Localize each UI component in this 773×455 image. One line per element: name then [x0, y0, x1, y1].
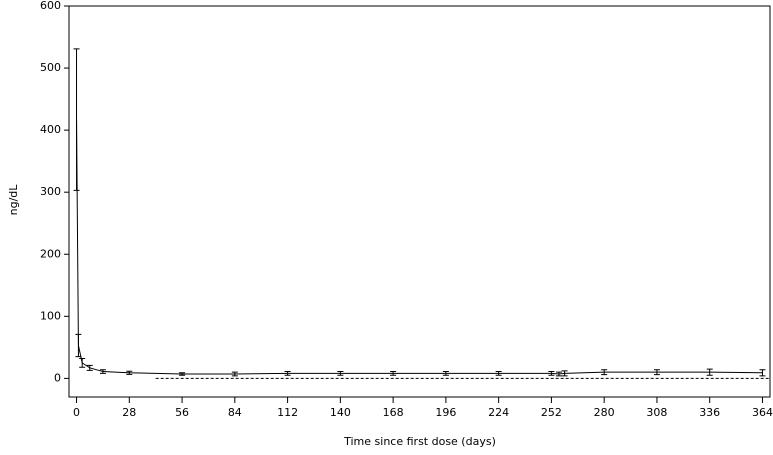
error-bar	[126, 370, 133, 375]
y-tick-label: 400	[40, 123, 61, 136]
y-tick-label: 100	[40, 309, 61, 322]
y-tick-label: 0	[54, 371, 61, 384]
x-tick-label: 0	[73, 406, 80, 419]
error-bar	[99, 369, 106, 374]
error-bar	[555, 371, 562, 377]
x-tick-label: 84	[228, 406, 242, 419]
error-bar	[284, 371, 291, 376]
error-bar	[179, 372, 186, 376]
x-axis-label: Time since first dose (days)	[343, 435, 496, 448]
x-tick-label: 308	[646, 406, 667, 419]
y-tick-label: 300	[40, 185, 61, 198]
plot-frame	[68, 5, 771, 398]
y-tick-label: 500	[40, 61, 61, 74]
x-tick-label: 196	[435, 406, 456, 419]
error-bar	[706, 368, 713, 376]
y-axis-label: ng/dL	[7, 184, 20, 216]
error-bar	[601, 369, 608, 376]
series-line	[76, 119, 763, 375]
y-tick-label: 200	[40, 247, 61, 260]
x-tick-label: 112	[277, 406, 298, 419]
error-bar	[561, 370, 568, 377]
x-tick-label: 252	[541, 406, 562, 419]
error-bar	[495, 371, 502, 376]
error-bar	[442, 371, 449, 376]
error-bar	[73, 48, 80, 191]
x-tick-label: 168	[383, 406, 404, 419]
error-bar	[79, 358, 86, 368]
error-bar	[390, 371, 397, 376]
error-bar	[75, 333, 82, 358]
error-bar	[548, 371, 555, 376]
error-bar	[86, 364, 93, 371]
x-tick-label: 28	[122, 406, 136, 419]
x-tick-label: 56	[175, 406, 189, 419]
error-bar	[653, 369, 660, 376]
x-tick-label: 140	[330, 406, 351, 419]
error-bar	[759, 369, 766, 377]
x-tick-label: 280	[594, 406, 615, 419]
error-bar	[337, 371, 344, 376]
x-tick-label: 336	[699, 406, 720, 419]
x-tick-label: 224	[488, 406, 509, 419]
y-tick-label: 600	[40, 0, 61, 12]
x-tick-label: 364	[752, 406, 773, 419]
error-bar	[231, 371, 238, 377]
